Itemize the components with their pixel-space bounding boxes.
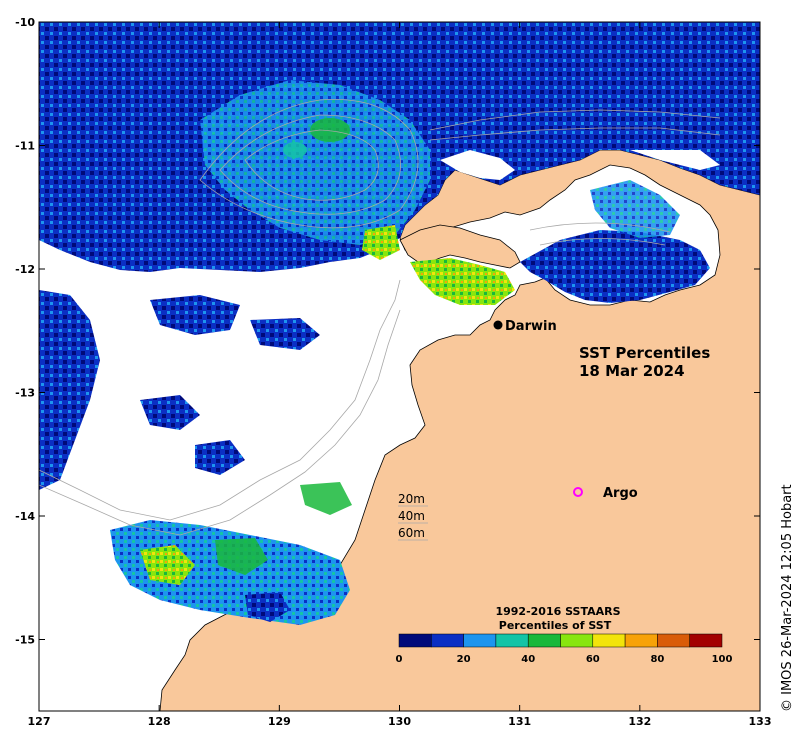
lon-tick-label: 127 xyxy=(28,715,51,728)
colorbar-swatch xyxy=(592,633,626,648)
argo-label: Argo xyxy=(603,486,638,501)
colorbar xyxy=(398,633,723,648)
colorbar-swatch xyxy=(431,633,464,648)
depth-label-20m: 20m xyxy=(398,492,425,506)
land-mass xyxy=(159,149,760,711)
lon-tick-label: 133 xyxy=(749,715,772,728)
colorbar-swatch xyxy=(657,633,690,648)
map-title-line2: 18 Mar 2024 xyxy=(579,362,685,380)
depth-label-40m: 40m xyxy=(398,509,425,523)
colorbar-swatch xyxy=(398,633,432,648)
darwin-label: Darwin xyxy=(505,319,557,334)
colorbar-ticks: 0 20 40 60 80 100 xyxy=(396,654,733,665)
lat-tick-label: -12 xyxy=(15,263,35,276)
colorbar-swatch xyxy=(689,633,723,648)
colorbar-swatch xyxy=(495,633,529,648)
colorbar-title-line1: 1992-2016 SSTAARS xyxy=(495,605,620,618)
lat-tick-label: -11 xyxy=(15,140,35,153)
colorbar-tick-label: 60 xyxy=(586,654,600,665)
lon-tick-label: 130 xyxy=(388,715,411,728)
lon-tick-label: 132 xyxy=(628,715,651,728)
darwin-marker xyxy=(493,320,503,330)
colorbar-tick-label: 40 xyxy=(521,654,535,665)
colorbar-swatch xyxy=(527,633,561,648)
lat-tick-label: -14 xyxy=(15,510,35,523)
bathymetry-contours xyxy=(39,99,721,536)
colorbar-tick-label: 20 xyxy=(457,654,471,665)
lon-tick-label: 128 xyxy=(148,715,171,728)
latitude-axis: -10 -11 -12 -13 -14 -15 xyxy=(15,16,760,647)
colorbar-tick-label: 0 xyxy=(396,654,403,665)
argo-marker xyxy=(573,487,583,497)
colorbar-title-line2: Percentiles of SST xyxy=(499,619,612,632)
colorbar-swatch xyxy=(560,633,594,648)
longitude-axis: 127 128 129 130 131 132 133 xyxy=(28,22,772,728)
lon-tick-label: 131 xyxy=(508,715,531,728)
colorbar-swatch xyxy=(463,633,497,648)
lat-tick-label: -10 xyxy=(15,16,35,29)
lat-tick-label: -15 xyxy=(15,634,35,647)
colorbar-tick-label: 100 xyxy=(712,654,733,665)
map-title-line1: SST Percentiles xyxy=(579,344,710,362)
colorbar-swatch xyxy=(624,633,658,648)
sst-gulf xyxy=(520,230,710,303)
lat-tick-label: -13 xyxy=(15,387,35,400)
sst-light-blue-region xyxy=(200,80,430,245)
credit-text: © IMOS 26-Mar-2024 12:05 Hobart xyxy=(780,484,795,712)
colorbar-tick-label: 80 xyxy=(650,654,664,665)
sst-west-strip xyxy=(39,290,100,490)
depth-label-60m: 60m xyxy=(398,526,425,540)
lon-tick-label: 129 xyxy=(268,715,291,728)
